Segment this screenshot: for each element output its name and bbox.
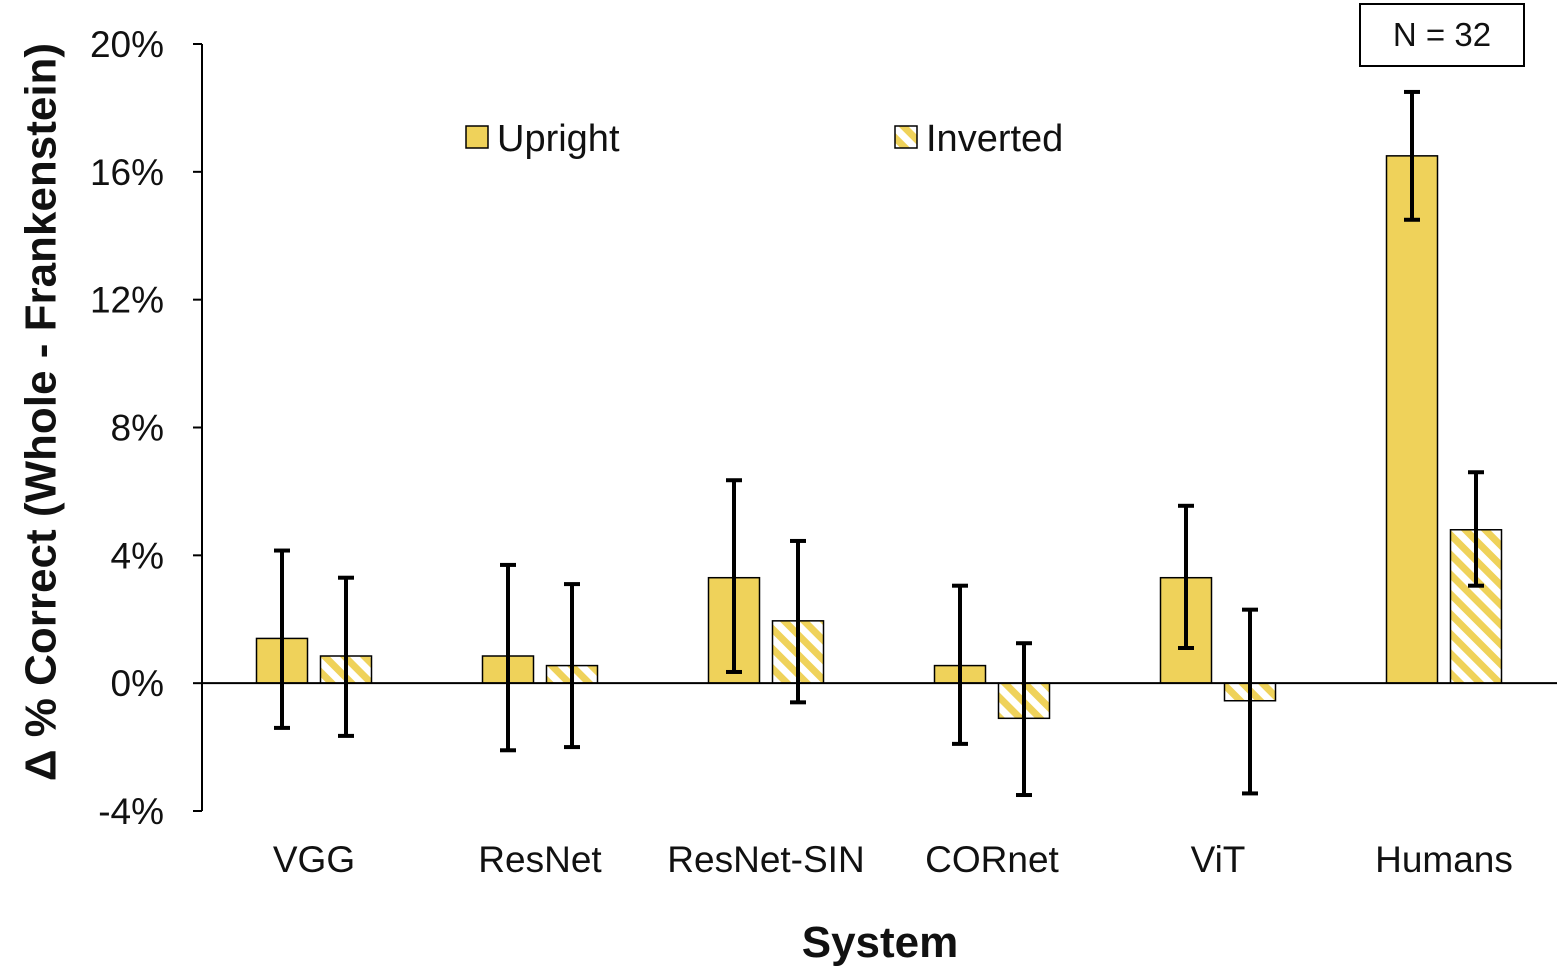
error-bar-resnet-upright	[500, 562, 516, 753]
y-axis-title: Δ % Correct (Whole - Frankenstein)	[17, 43, 66, 781]
error-bar-vgg-upright	[274, 548, 290, 730]
annotation-text: N = 32	[1393, 16, 1491, 53]
sample-size-annotation: N = 32	[1359, 3, 1525, 67]
x-category-label-resnet: ResNet	[478, 839, 602, 880]
x-axis-title: System	[802, 918, 959, 967]
legend-label-inverted: Inverted	[926, 118, 1063, 160]
error-bar-cornet-upright	[952, 583, 968, 746]
axes	[201, 44, 1557, 811]
error-bars	[274, 89, 1484, 798]
x-category-label-vit: ViT	[1191, 839, 1246, 880]
x-category-label-vgg: VGG	[273, 839, 355, 880]
legend-swatch-inverted	[894, 125, 918, 149]
legend: Upright Inverted	[465, 118, 1063, 160]
error-bar-humans-upright	[1404, 89, 1420, 222]
x-axis-category-labels: VGG ResNet ResNet-SIN CORnet ViT Humans	[273, 839, 1513, 880]
x-category-label-cornet: CORnet	[925, 839, 1059, 880]
y-axis-ticks: -4% 0% 4% 8% 12% 16% 20%	[90, 24, 202, 832]
error-bar-humans-inverted	[1468, 470, 1484, 588]
error-bar-vit-inverted	[1242, 607, 1258, 796]
y-tick-label: -4%	[98, 791, 164, 832]
legend-swatch-upright	[465, 125, 489, 149]
error-bar-resnet-sin-upright	[726, 478, 742, 674]
y-tick-label: 16%	[90, 152, 164, 193]
y-tick-label: 20%	[90, 24, 164, 65]
bars	[255, 155, 1503, 720]
y-tick-label: 12%	[90, 280, 164, 321]
error-bar-cornet-inverted	[1016, 641, 1032, 798]
error-bar-resnet-inverted	[564, 582, 580, 750]
y-tick-label: 8%	[111, 408, 164, 449]
legend-label-upright: Upright	[497, 118, 620, 160]
error-bar-vgg-inverted	[338, 575, 354, 738]
x-category-label-resnet-sin: ResNet-SIN	[667, 839, 864, 880]
error-bar-vit-upright	[1178, 503, 1194, 651]
y-tick-label: 0%	[111, 663, 164, 704]
y-tick-label: 4%	[111, 535, 164, 576]
bar-humans-upright	[1385, 155, 1439, 684]
error-bar-resnet-sin-inverted	[790, 538, 806, 705]
annotation-box	[1359, 3, 1525, 67]
x-category-label-humans: Humans	[1375, 839, 1513, 880]
